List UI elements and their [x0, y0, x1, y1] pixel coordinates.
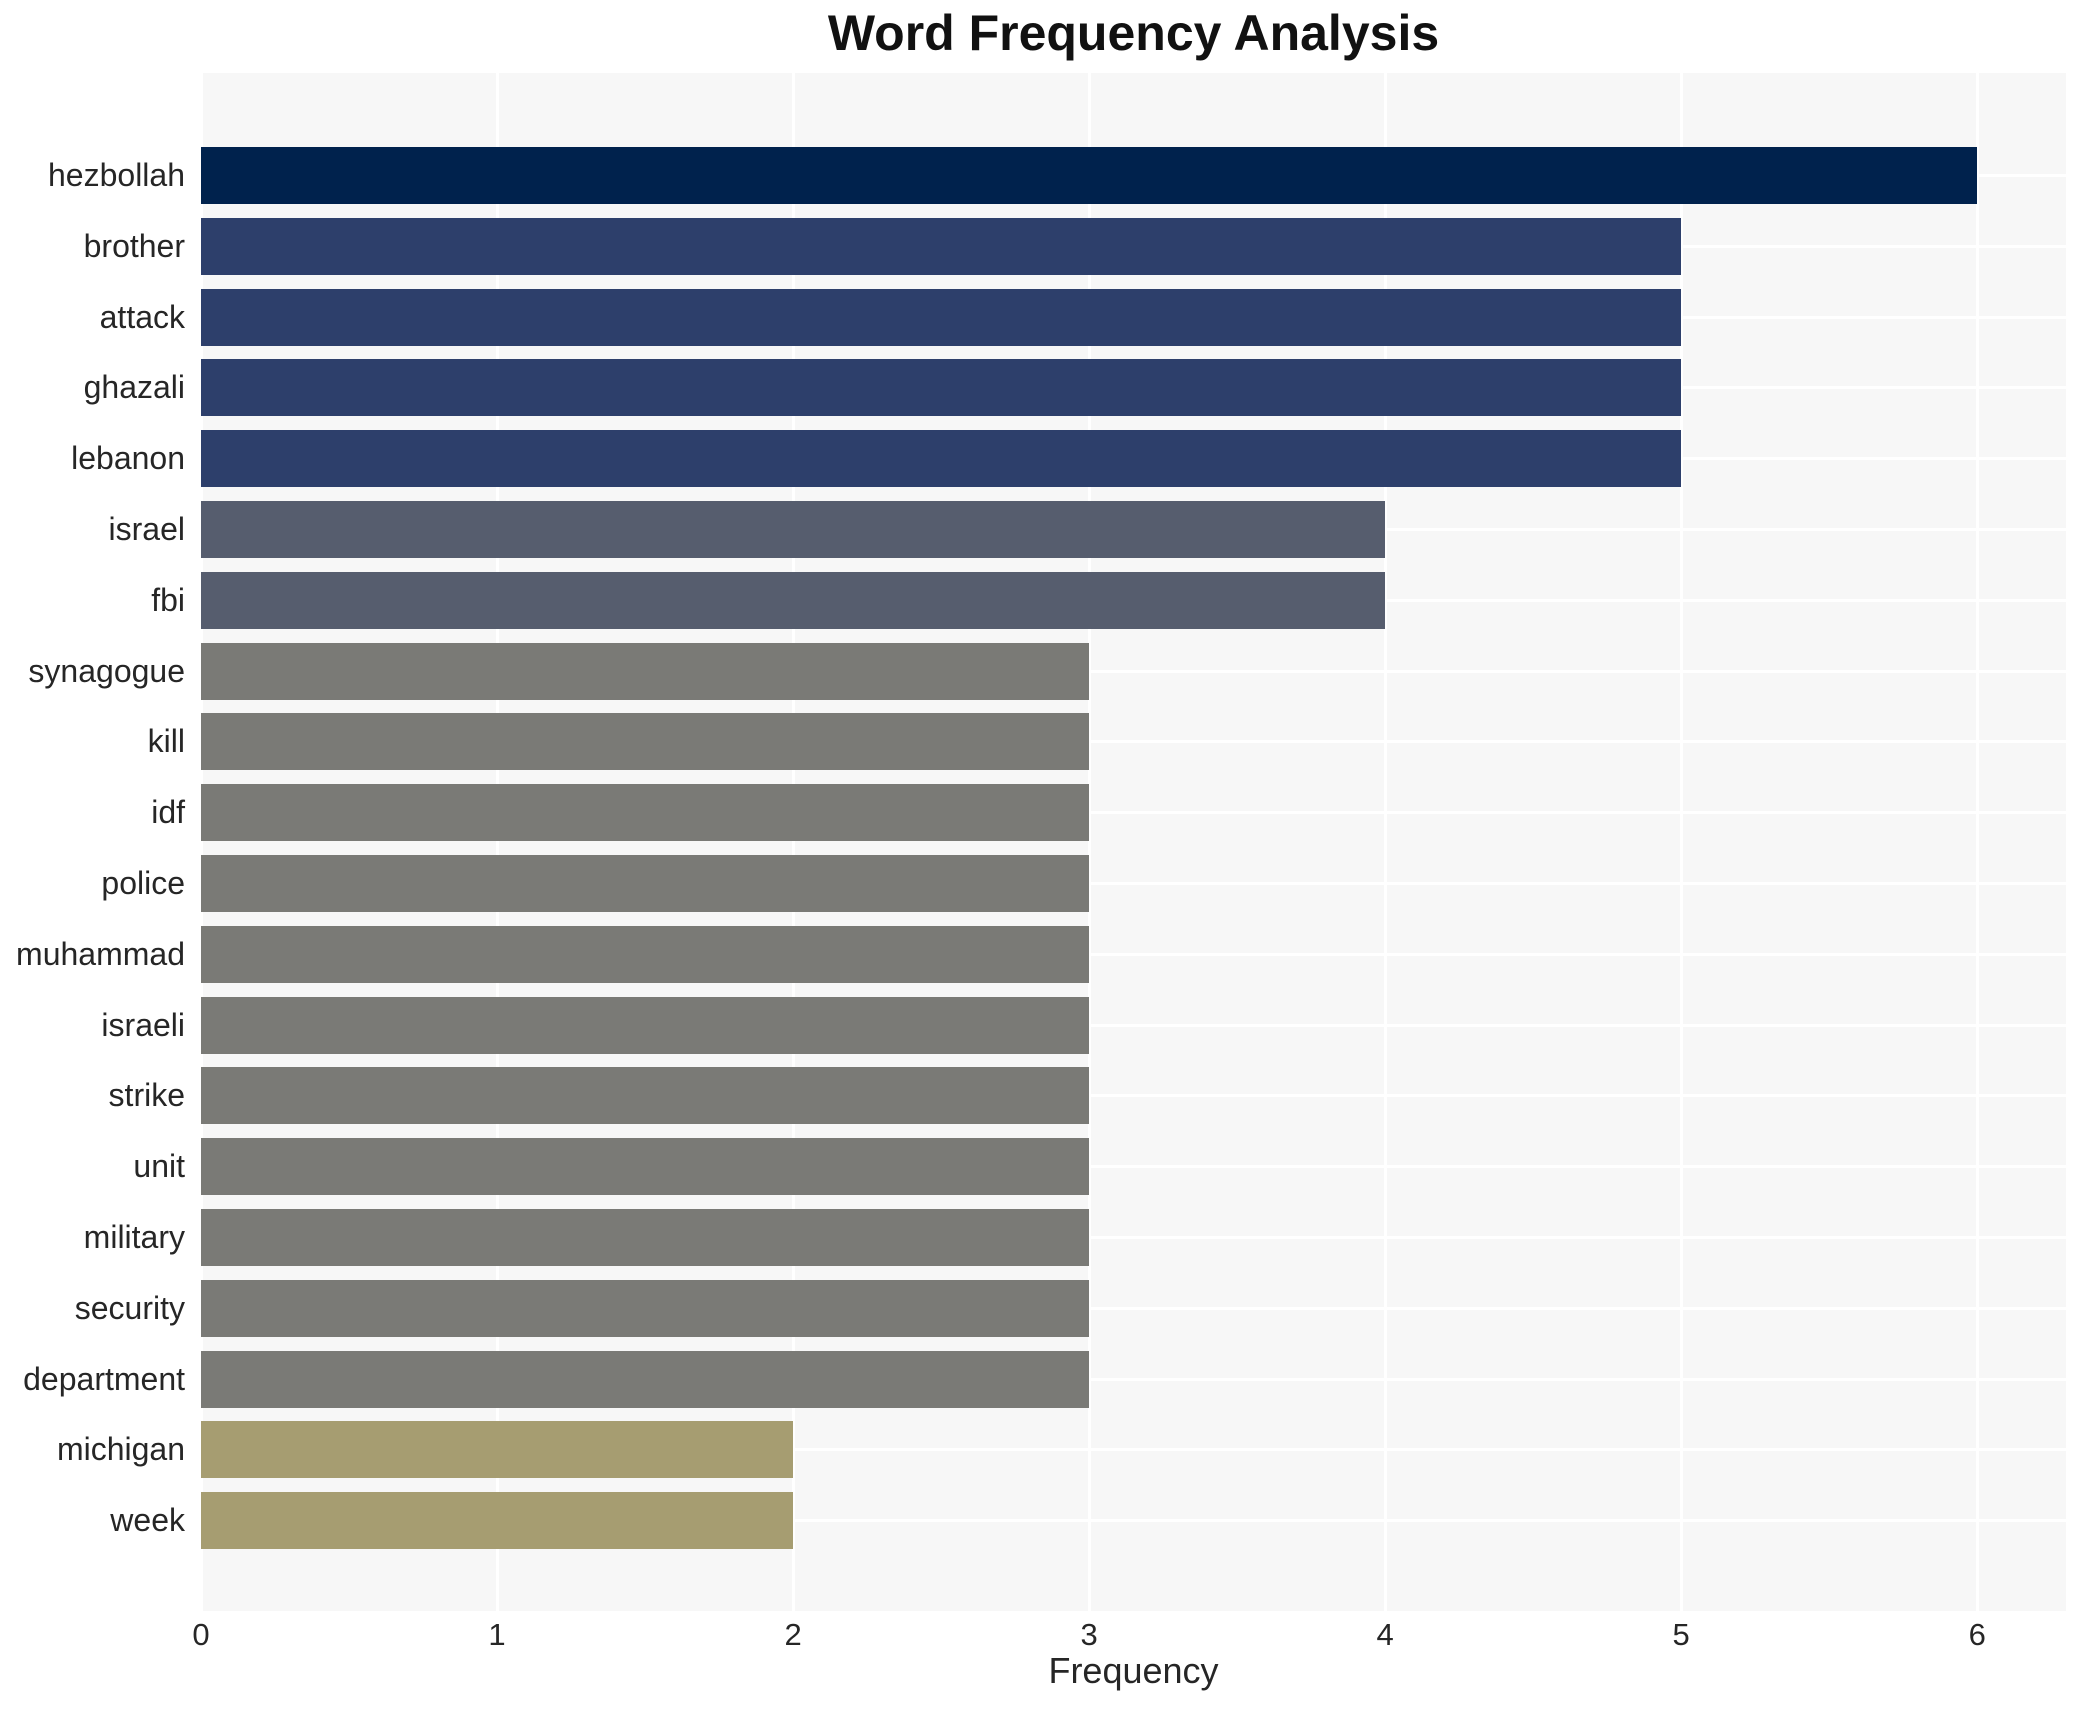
y-tick-label-strike: strike: [108, 1077, 185, 1114]
y-tick-label-attack: attack: [99, 298, 185, 335]
y-tick-label-police: police: [101, 865, 185, 901]
plot-panel: [200, 73, 2066, 1611]
bar-unit: [201, 1138, 1090, 1196]
y-gridline: [201, 669, 2066, 673]
x-tick-label-6: 6: [1968, 1617, 1986, 1652]
y-tick-label-brother: brother: [83, 227, 185, 264]
y-gridline: [201, 1377, 2066, 1381]
y-tick-label-unit: unit: [133, 1148, 185, 1185]
bar-kill: [201, 713, 1090, 771]
x-axis-ticks: 0 1 2 3 4 5 6: [192, 1617, 2066, 1655]
y-gridline: [201, 740, 2066, 744]
bar-israeli: [201, 996, 1090, 1054]
y-tick-label-israeli: israeli: [101, 1006, 185, 1043]
y-tick-label-muhammad: muhammad: [16, 935, 185, 972]
y-gridline: [201, 1519, 2066, 1523]
y-tick-label-michigan: michigan: [56, 1431, 185, 1468]
bar-muhammad: [201, 925, 1090, 983]
bar-synagogue: [201, 642, 1090, 700]
y-gridline: [201, 1165, 2066, 1169]
y-tick-label-lebanon: lebanon: [71, 440, 185, 477]
y-tick-label-security: security: [74, 1289, 185, 1326]
bar-ghazali: [201, 359, 1682, 417]
x-tick-label-2: 2: [784, 1617, 802, 1652]
y-axis-labels: hezbollah brother attack ghazali lebanon isra…: [0, 73, 191, 1611]
y-tick-label-kill: kill: [147, 723, 185, 760]
y-gridline: [201, 811, 2066, 815]
y-gridline: [201, 1023, 2066, 1027]
bar-security: [201, 1279, 1090, 1337]
x-tick-label-1: 1: [488, 1617, 506, 1652]
y-gridline: [201, 1094, 2066, 1098]
y-tick-label-department: department: [23, 1360, 185, 1397]
x-gridline: [1088, 73, 1092, 1611]
bar-strike: [201, 1067, 1090, 1125]
bar-military: [201, 1208, 1090, 1266]
bar-week: [201, 1492, 794, 1550]
x-tick-label-0: 0: [192, 1617, 210, 1652]
bar-michigan: [201, 1421, 794, 1479]
chart-title: Word Frequency Analysis: [827, 5, 1440, 61]
y-gridline: [201, 1448, 2066, 1452]
bar-police: [201, 854, 1090, 912]
y-tick-label-israel: israel: [108, 511, 185, 547]
bar-hezbollah: [201, 146, 1978, 204]
y-tick-label-idf: idf: [151, 794, 185, 831]
x-gridline: [1976, 73, 1980, 1611]
y-gridline: [201, 1235, 2066, 1239]
x-gridline: [1384, 73, 1388, 1611]
bar-attack: [201, 288, 1682, 346]
x-gridline: [792, 73, 796, 1611]
y-gridline: [201, 1306, 2066, 1310]
x-tick-label-3: 3: [1080, 1617, 1098, 1652]
x-axis-title: Frequency: [1048, 1650, 1219, 1691]
bar-lebanon: [201, 430, 1682, 488]
x-tick-label-5: 5: [1672, 1617, 1690, 1652]
bar-israel: [201, 500, 1386, 558]
y-tick-label-hezbollah: hezbollah: [48, 157, 185, 193]
y-tick-label-fbi: fbi: [151, 581, 185, 618]
x-tick-label-4: 4: [1376, 1617, 1394, 1652]
y-tick-label-synagogue: synagogue: [28, 652, 185, 689]
y-tick-label-ghazali: ghazali: [83, 369, 185, 406]
bar-fbi: [201, 571, 1386, 629]
bar-idf: [201, 784, 1090, 842]
y-tick-label-military: military: [83, 1219, 185, 1255]
y-gridline: [201, 952, 2066, 956]
bar-department: [201, 1350, 1090, 1408]
y-gridline: [201, 881, 2066, 885]
bar-brother: [201, 217, 1682, 275]
y-tick-label-week: week: [110, 1502, 185, 1539]
x-gridline: [496, 73, 500, 1611]
x-gridline: [1680, 73, 1684, 1611]
x-gridline: [200, 73, 203, 1611]
